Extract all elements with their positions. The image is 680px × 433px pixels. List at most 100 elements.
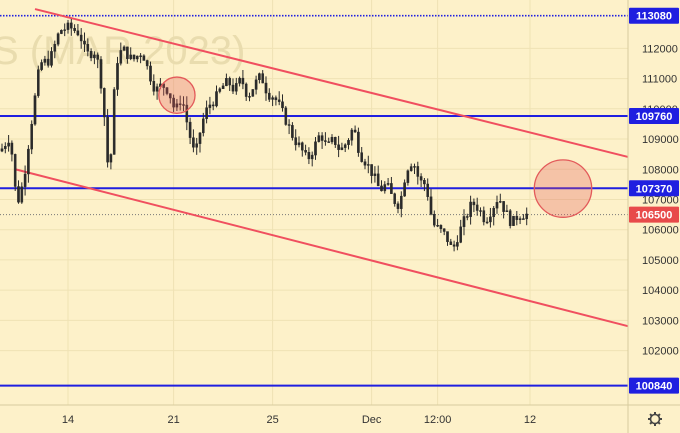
candle <box>287 119 291 135</box>
candle <box>459 219 463 244</box>
y-tick-label: 103000 <box>642 315 679 327</box>
y-tick-label: 104000 <box>642 285 679 297</box>
candle <box>277 91 281 106</box>
candle <box>3 142 7 154</box>
candle-body <box>515 215 519 220</box>
candle-body <box>73 28 76 31</box>
candle <box>363 158 367 170</box>
candle <box>409 163 413 172</box>
candle-body <box>475 204 479 211</box>
candle <box>518 216 522 225</box>
candle-body <box>347 140 350 145</box>
candle <box>152 74 156 96</box>
candle-body <box>442 228 446 232</box>
candle <box>145 59 149 70</box>
candle <box>40 59 43 72</box>
candle-body <box>211 104 215 107</box>
candle-body <box>178 103 182 105</box>
gear-icon[interactable] <box>648 412 662 426</box>
candle <box>208 96 212 115</box>
candle <box>472 198 476 213</box>
candle <box>93 51 96 65</box>
candle <box>162 83 166 96</box>
candle <box>367 155 370 174</box>
trendlines <box>14 8 630 328</box>
price-badge: 113080 <box>629 7 679 24</box>
candle <box>433 210 436 228</box>
candle <box>99 56 103 94</box>
price-badge-bg <box>629 206 679 223</box>
price-badge-label: 100840 <box>636 381 673 393</box>
candle-body <box>423 180 426 185</box>
candle-body <box>126 46 129 60</box>
candle-body <box>301 142 304 151</box>
candle <box>37 65 40 98</box>
highlight-circle <box>158 76 196 114</box>
candle <box>495 195 499 214</box>
candle <box>479 207 482 217</box>
candle <box>508 209 512 229</box>
candle <box>469 195 472 225</box>
candle <box>370 164 373 184</box>
candle <box>423 178 426 192</box>
candle-body <box>376 173 380 187</box>
candle <box>205 100 208 124</box>
candle-body <box>165 87 169 94</box>
candle-body <box>436 225 439 227</box>
candle <box>291 122 294 141</box>
candle <box>380 180 383 192</box>
candle <box>244 82 248 101</box>
candle-body <box>291 125 294 138</box>
candle <box>20 182 24 204</box>
candle <box>310 151 314 167</box>
candle <box>456 235 459 251</box>
candle-body <box>337 144 340 150</box>
candle <box>492 206 496 226</box>
candle-body <box>129 54 133 60</box>
candle <box>129 47 133 61</box>
candle-body <box>93 54 96 59</box>
candle-body <box>225 78 228 87</box>
candle <box>228 76 232 92</box>
candle-body <box>390 183 393 194</box>
candle-body <box>46 58 50 66</box>
candle-body <box>456 242 459 247</box>
candle-body <box>3 146 7 149</box>
price-badge: 100840 <box>629 377 679 394</box>
candle-body <box>208 104 212 108</box>
candle-body <box>27 148 30 175</box>
candle <box>13 153 17 191</box>
candle <box>106 109 109 168</box>
candle-body <box>373 173 377 176</box>
price-badge-bg <box>629 377 679 394</box>
candle <box>185 96 189 131</box>
candle <box>297 136 301 148</box>
candle-body <box>248 96 251 98</box>
candle <box>89 48 93 62</box>
candle-body <box>518 218 522 220</box>
candle <box>182 96 185 112</box>
candle-body <box>271 97 274 100</box>
candle-body <box>370 164 373 176</box>
x-axis-panel <box>0 405 680 433</box>
highlight-circle <box>533 159 593 218</box>
candle <box>175 98 179 112</box>
candle-body <box>446 231 449 243</box>
candle-body <box>112 89 116 155</box>
candle <box>102 87 106 126</box>
candle <box>33 93 37 126</box>
candle-body <box>357 131 360 153</box>
candle-body <box>7 142 10 147</box>
candle-body <box>429 196 433 215</box>
candle-body <box>400 195 403 209</box>
candle <box>109 153 113 170</box>
candle-body <box>284 107 288 125</box>
candle <box>66 19 70 34</box>
candle-body <box>433 214 436 226</box>
candle-body <box>172 97 175 108</box>
candle-body <box>492 207 496 218</box>
candle <box>284 105 288 126</box>
candle-body <box>119 50 123 64</box>
candle-body <box>334 136 337 145</box>
candle <box>436 218 439 228</box>
